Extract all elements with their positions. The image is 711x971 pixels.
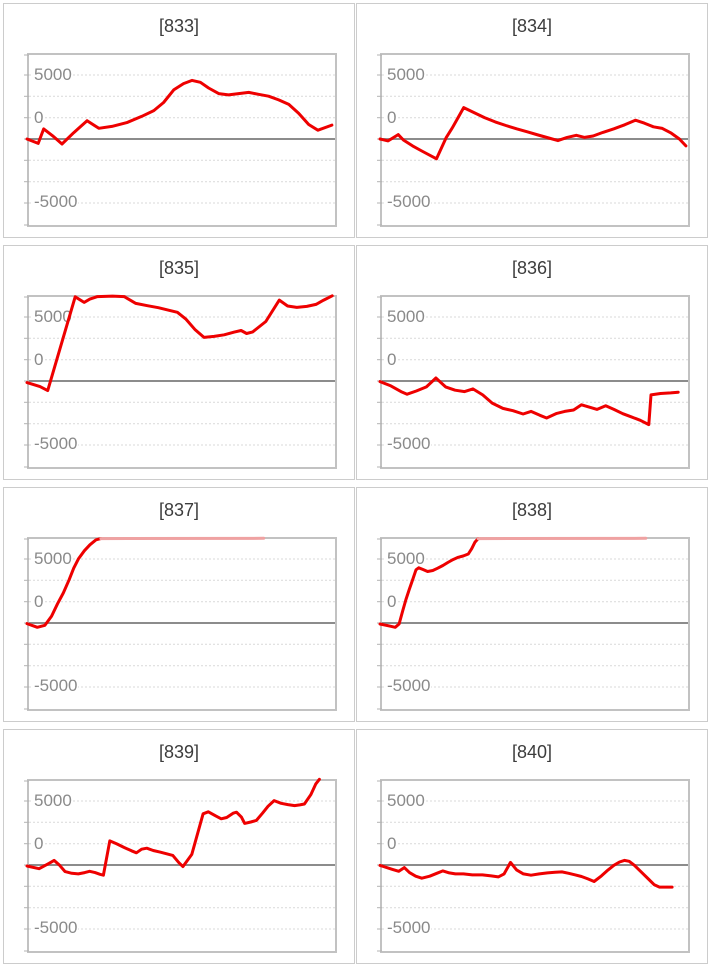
chart-series-layer xyxy=(25,536,266,629)
chart-title: [835] xyxy=(158,258,200,278)
red-series-line xyxy=(25,777,321,877)
y-axis-label-neg5000: -5000 xyxy=(33,192,79,212)
chart-series-layer xyxy=(25,78,334,146)
y-axis-label-5000: 5000 xyxy=(386,549,426,569)
chart-panel-839: [839] 5000 0 -5000 xyxy=(3,729,355,964)
red-series-line xyxy=(378,537,480,629)
chart-title: [834] xyxy=(511,16,553,36)
chart-series-layer xyxy=(378,106,688,161)
chart-plot-area: 5000 0 -5000 xyxy=(377,779,690,953)
y-axis-label-5000: 5000 xyxy=(386,65,426,85)
chart-panel-834: [834] 5000 0 -5000 xyxy=(356,3,708,238)
chart-panel-837: [837] 5000 0 -5000 xyxy=(3,487,355,722)
chart-series-layer xyxy=(378,536,648,629)
red-series-line xyxy=(25,78,334,146)
red-series-line xyxy=(378,106,688,161)
chart-grid-layer xyxy=(377,537,690,711)
chart-plot-area: 5000 0 -5000 xyxy=(377,53,690,227)
y-axis-label-neg5000: -5000 xyxy=(33,434,79,454)
chart-grid-layer xyxy=(377,779,690,953)
y-axis-label-neg5000: -5000 xyxy=(386,192,432,212)
chart-title: [838] xyxy=(511,500,553,520)
chart-series-layer xyxy=(378,858,674,889)
chart-grid-layer xyxy=(377,53,690,227)
chart-plot-area: 5000 0 -5000 xyxy=(377,295,690,469)
y-axis-label-5000: 5000 xyxy=(33,549,73,569)
chart-title: [840] xyxy=(511,742,553,762)
chart-panel-838: [838] 5000 0 -5000 xyxy=(356,487,708,722)
y-axis-label-0: 0 xyxy=(33,108,45,128)
y-axis-label-5000: 5000 xyxy=(33,791,73,811)
y-axis-label-0: 0 xyxy=(386,350,398,370)
chart-plot-area: 5000 0 -5000 xyxy=(24,536,337,711)
y-axis-label-5000: 5000 xyxy=(386,791,426,811)
chart-title: [839] xyxy=(158,742,200,762)
chart-panel-840: [840] 5000 0 -5000 xyxy=(356,729,708,964)
chart-panel-833: [833] 5000 0 -5000 xyxy=(3,3,355,238)
chart-title: [833] xyxy=(158,16,200,36)
chart-plot-area: 5000 0 -5000 xyxy=(377,536,690,711)
red-series-line xyxy=(25,294,334,393)
chart-series-layer xyxy=(25,294,334,393)
chart-grid-layer xyxy=(24,53,337,227)
chart-series-layer xyxy=(25,777,321,877)
chart-series-layer xyxy=(378,376,680,427)
y-axis-label-5000: 5000 xyxy=(33,307,73,327)
y-axis-label-0: 0 xyxy=(386,592,398,612)
y-axis-label-0: 0 xyxy=(386,834,398,854)
y-axis-label-5000: 5000 xyxy=(33,65,73,85)
red-series-line xyxy=(378,376,680,427)
y-axis-label-neg5000: -5000 xyxy=(386,918,432,938)
chart-grid-layer xyxy=(24,537,337,711)
chart-plot-area: 5000 0 -5000 xyxy=(24,53,337,227)
chart-plot-area: 5000 0 -5000 xyxy=(24,777,337,953)
y-axis-label-0: 0 xyxy=(33,592,45,612)
chart-title: [837] xyxy=(158,500,200,520)
y-axis-label-neg5000: -5000 xyxy=(33,918,79,938)
y-axis-label-0: 0 xyxy=(33,350,45,370)
chart-panel-835: [835] 5000 0 -5000 xyxy=(3,245,355,480)
y-axis-label-neg5000: -5000 xyxy=(33,676,79,696)
chart-panel-836: [836] 5000 0 -5000 xyxy=(356,245,708,480)
y-axis-label-5000: 5000 xyxy=(386,307,426,327)
y-axis-label-0: 0 xyxy=(33,834,45,854)
chart-title: [836] xyxy=(511,258,553,278)
y-axis-label-neg5000: -5000 xyxy=(386,434,432,454)
red-series-line xyxy=(378,858,674,889)
y-axis-label-0: 0 xyxy=(386,108,398,128)
y-axis-label-neg5000: -5000 xyxy=(386,676,432,696)
chart-plot-area: 5000 0 -5000 xyxy=(24,294,337,469)
red-series-line xyxy=(25,537,103,629)
